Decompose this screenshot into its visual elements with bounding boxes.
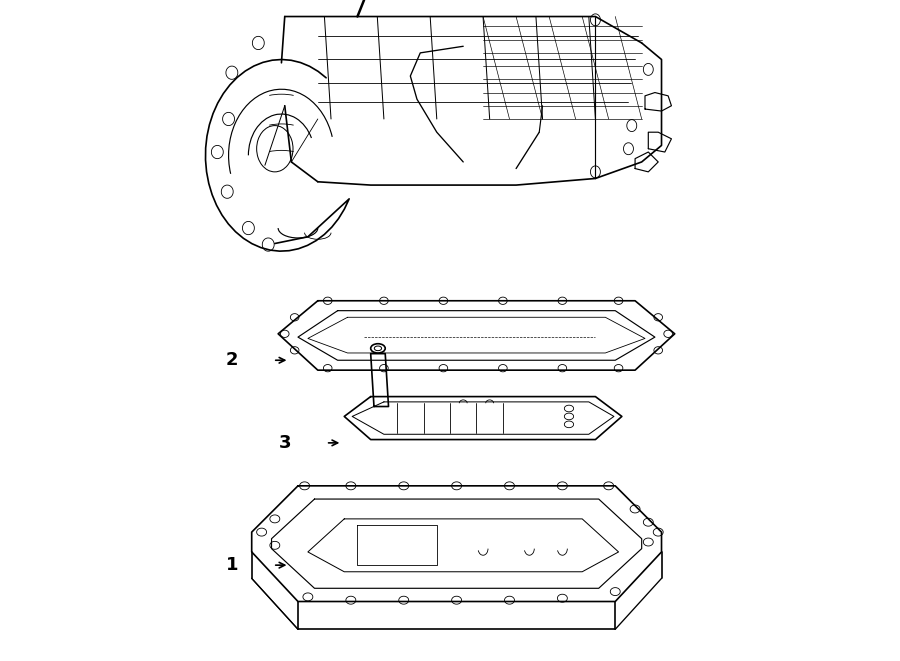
Text: 3: 3 [279,434,292,452]
Polygon shape [272,499,642,588]
Polygon shape [278,301,675,370]
Polygon shape [645,93,671,111]
Ellipse shape [374,346,382,350]
Polygon shape [371,354,389,407]
Text: 1: 1 [226,556,239,574]
Polygon shape [308,519,618,572]
Ellipse shape [371,344,385,353]
Polygon shape [635,152,658,172]
Polygon shape [344,397,622,440]
Text: 2: 2 [226,351,239,369]
Polygon shape [252,486,662,602]
Polygon shape [648,132,671,152]
